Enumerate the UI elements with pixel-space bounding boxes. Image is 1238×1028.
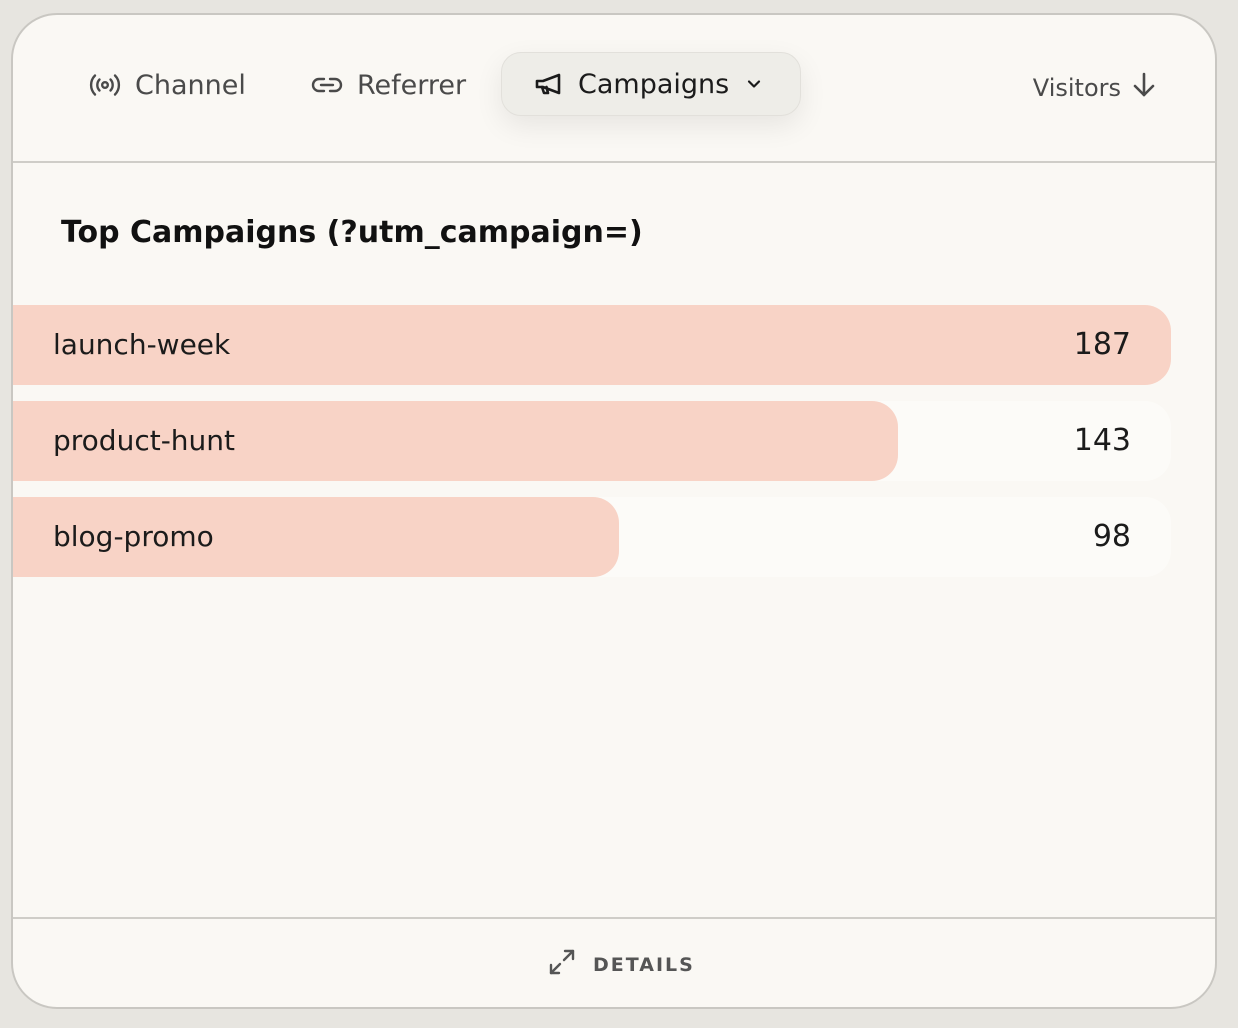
- campaigns-card: Channel Referrer Campaigns: [11, 13, 1217, 1009]
- campaign-row[interactable]: launch-week 187: [13, 305, 1171, 385]
- expand-icon: [547, 947, 577, 982]
- link-icon: [311, 74, 343, 96]
- chevron-down-icon: [745, 78, 763, 90]
- campaign-visitor-count: 143: [1073, 423, 1131, 458]
- tab-referrer[interactable]: Referrer: [311, 65, 466, 105]
- campaign-name: product-hunt: [53, 424, 236, 457]
- campaign-bar: [13, 401, 899, 481]
- arrow-down-icon: [1131, 71, 1157, 105]
- details-button[interactable]: DETAILS: [547, 947, 695, 982]
- campaign-visitor-count: 187: [1073, 327, 1131, 362]
- tab-channel-label: Channel: [135, 69, 246, 101]
- campaign-name: blog-promo: [53, 520, 214, 553]
- details-label: DETAILS: [593, 953, 695, 976]
- tab-campaigns-label: Campaigns: [578, 68, 730, 100]
- campaign-visitor-count: 98: [1092, 519, 1131, 554]
- megaphone-icon: [534, 72, 564, 96]
- tab-bar: Channel Referrer Campaigns: [13, 15, 1215, 163]
- broadcast-icon: [89, 72, 121, 98]
- campaign-name: launch-week: [53, 328, 231, 361]
- tab-referrer-label: Referrer: [357, 69, 467, 101]
- campaign-bar: [13, 497, 619, 577]
- tab-campaigns[interactable]: Campaigns: [501, 52, 801, 116]
- tab-channel[interactable]: Channel: [89, 65, 246, 105]
- sort-label: Visitors: [1032, 74, 1121, 102]
- campaign-row[interactable]: blog-promo 98: [13, 497, 1171, 577]
- card-footer: DETAILS: [13, 917, 1215, 1007]
- campaign-bar-list: launch-week 187 product-hunt 143 blog-promo 9…: [13, 305, 1171, 593]
- section-title: Top Campaigns (?utm_campaign=): [61, 215, 643, 250]
- campaign-row[interactable]: product-hunt 143: [13, 401, 1171, 481]
- campaign-bar: [13, 305, 1171, 385]
- sort-visitors-button[interactable]: Visitors: [1033, 71, 1157, 105]
